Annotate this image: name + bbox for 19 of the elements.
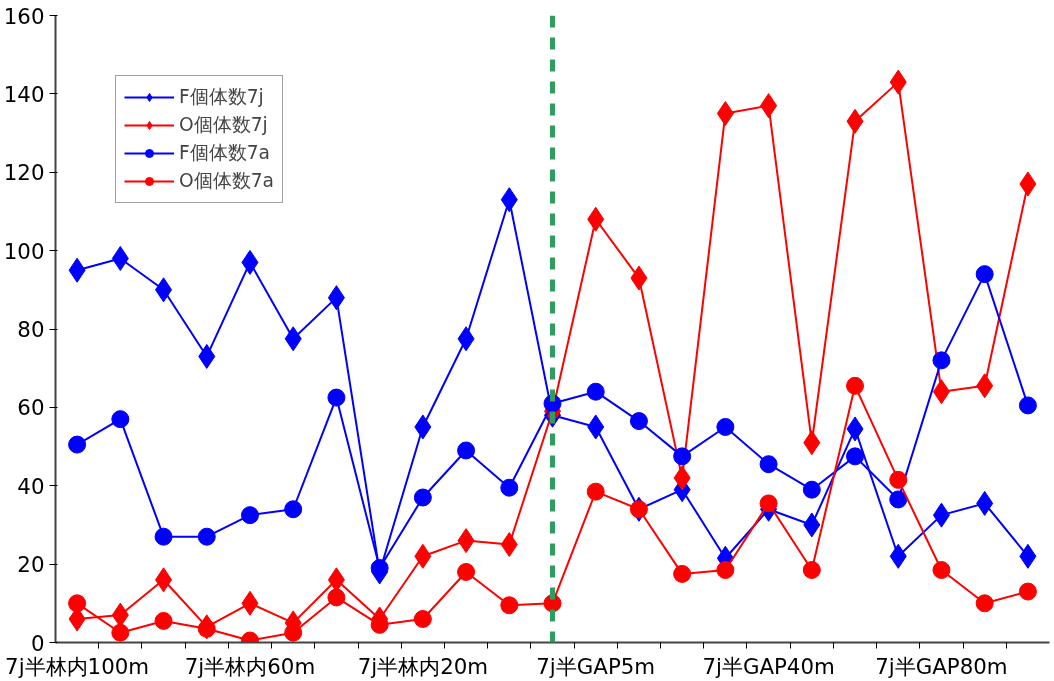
- legend-label: O個体数7j: [179, 113, 268, 137]
- legend-label: O個体数7a: [179, 169, 274, 193]
- x-tick-label: 7j半GAP80m: [875, 653, 1008, 679]
- x-tick-label: 7j半林内20m: [357, 653, 489, 679]
- y-tick-label: 40: [17, 473, 45, 499]
- x-tick-label: 7j半林内60m: [184, 653, 316, 679]
- legend-label: F個体数7a: [179, 141, 271, 165]
- y-tick-label: 60: [17, 395, 45, 421]
- y-tick-label: 80: [17, 317, 45, 342]
- y-tick-label: 100: [3, 238, 45, 264]
- y-tick-label: 0: [30, 630, 45, 656]
- y-tick-label: 20: [17, 552, 45, 578]
- y-tick-label: 160: [3, 3, 45, 29]
- legend-label: F個体数7j: [179, 85, 264, 109]
- y-tick-label: 140: [3, 81, 45, 107]
- x-tick-label: 7j半GAP40m: [702, 653, 835, 679]
- x-tick-label: 7j半林内100m: [5, 653, 150, 679]
- x-tick-label: 7j半GAP5m: [536, 653, 656, 679]
- y-tick-label: 120: [3, 160, 45, 186]
